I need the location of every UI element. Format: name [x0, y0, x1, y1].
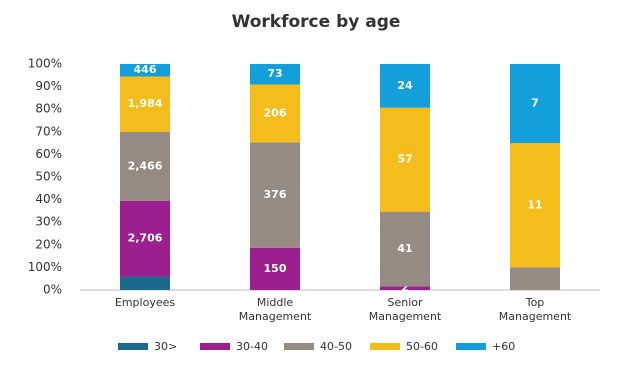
bar-segment — [380, 286, 430, 290]
data-label: 2,706 — [128, 232, 163, 245]
y-tick-label: 20% — [35, 237, 62, 251]
bar-segment — [380, 107, 430, 212]
y-tick-label: 90% — [35, 79, 62, 93]
bar-segment — [120, 131, 170, 201]
bar-segment — [120, 76, 170, 132]
y-tick-label: 80% — [35, 102, 62, 116]
legend-swatch — [284, 343, 314, 350]
legend-label: 40-50 — [320, 340, 352, 353]
x-tick-label: Middle Management — [238, 296, 312, 323]
data-label: 24 — [397, 79, 413, 92]
data-label: 150 — [264, 262, 287, 275]
bar-segment — [250, 247, 300, 290]
data-label: 2 — [401, 281, 409, 294]
y-tick-label: 0% — [43, 283, 62, 297]
data-label: 57 — [397, 153, 412, 166]
bar-segment — [120, 276, 170, 290]
y-tick-label: 100% — [28, 57, 62, 71]
data-label: 446 — [134, 63, 157, 76]
bar-segment — [250, 84, 300, 143]
legend-label: 30> — [154, 340, 177, 353]
data-label: 7 — [531, 97, 539, 110]
x-tick-label: Employees — [114, 296, 176, 309]
data-label: 206 — [264, 106, 287, 119]
bar-segment — [250, 64, 300, 85]
x-tick-label: Senior Management — [368, 296, 442, 323]
data-label: 376 — [264, 188, 287, 201]
data-label: 73 — [267, 67, 282, 80]
bar-segment — [380, 64, 430, 108]
bar-segment — [120, 200, 170, 277]
bar-segment — [120, 64, 170, 77]
y-tick-label: 60% — [35, 147, 62, 161]
legend-label: 30-40 — [236, 340, 268, 353]
legend-label: 50-60 — [406, 340, 438, 353]
y-tick-label: 40% — [35, 192, 62, 206]
bar-segment — [380, 211, 430, 287]
bar-segment — [250, 142, 300, 248]
y-tick-label: 70% — [35, 124, 62, 138]
bar-segment — [510, 267, 560, 290]
bar-segment — [510, 64, 560, 144]
y-tick-label: 100% — [28, 260, 62, 274]
data-label: 41 — [397, 242, 412, 255]
legend-label: +60 — [492, 340, 515, 353]
y-tick-label: 30% — [35, 215, 62, 229]
chart-title: Workforce by age — [232, 12, 401, 32]
legend-swatch — [118, 343, 148, 350]
legend-swatch — [456, 343, 486, 350]
legend-swatch — [200, 343, 230, 350]
bar-segment — [510, 143, 560, 268]
y-tick-label: 50% — [35, 170, 62, 184]
data-label: 2,466 — [128, 159, 163, 172]
legend-swatch — [370, 343, 400, 350]
data-label: 1,984 — [128, 97, 163, 110]
data-label: 11 — [527, 198, 542, 211]
x-tick-label: Top Management — [498, 296, 572, 323]
